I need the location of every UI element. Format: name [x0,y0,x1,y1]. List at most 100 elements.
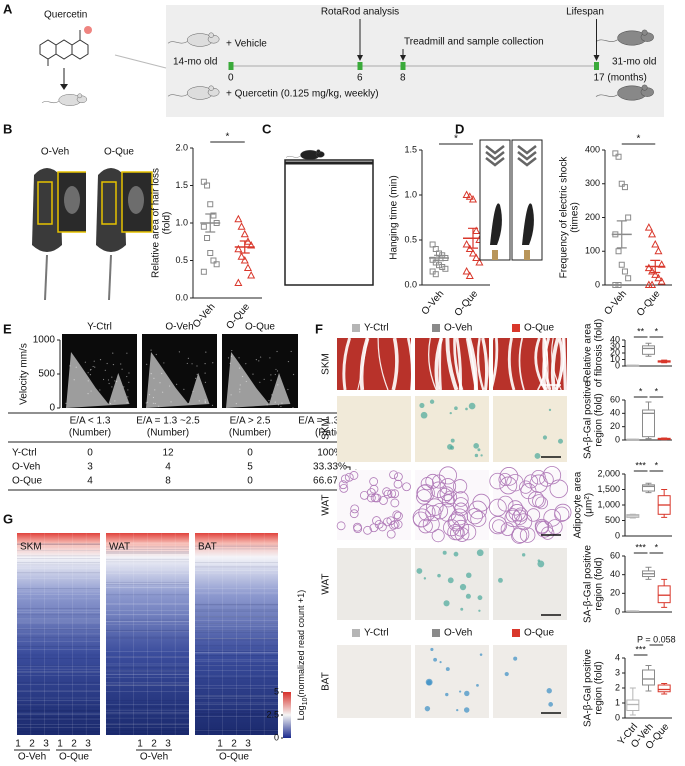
data-point [648,229,657,238]
doppler-speckle [198,400,200,402]
doppler-speckle [269,357,271,359]
table-row-label: O-Que [12,476,42,487]
adipocyte [468,500,488,520]
data-point [615,248,622,255]
adipocyte [393,520,403,529]
colorbar-label-part: Log [296,705,306,720]
y-tick-label: 10 [610,354,620,364]
y-axis-label: SA-β-Gal positive [583,649,594,727]
doppler-speckle [245,380,247,383]
doppler-speckle [292,373,295,376]
legend-swatch [432,629,440,637]
doppler-speckle [204,381,207,384]
y-tick-label: 1,000 [597,499,620,509]
y-tick-label: 0 [615,712,620,722]
group-label: O-Que [219,752,249,763]
adipocyte [372,516,381,525]
stain-spot [548,408,552,412]
data-point [651,239,660,248]
table-header: (Number) [229,428,271,439]
mouse-tail-photo [108,254,112,301]
error-bar [239,240,250,254]
doppler-speckle [230,355,233,357]
legend-label: O-Veh [444,628,472,639]
replicate-label: 2 [71,739,77,750]
doppler-speckle [159,382,161,384]
tissue-label: BAT [198,542,217,553]
row-label: BAT [321,672,332,691]
y-tick-label: 1 [615,697,620,707]
stain-spot [453,551,459,557]
doppler-speckle [239,388,241,390]
doppler-speckle [92,365,94,368]
stain-spot [450,438,455,443]
micrograph [493,645,567,718]
doppler-speckle [231,349,233,352]
legend-swatch [432,324,440,332]
doppler-speckle [107,379,110,381]
doppler-speckle [274,373,276,376]
doppler-speckle [99,389,101,391]
colorbar-label-part: (normalized read count +1) [296,590,306,698]
y-tick-label: 2,000 [597,468,620,478]
image-label: Y-Ctrl [87,322,112,333]
data-point [612,150,619,157]
panel-letter: C [262,121,272,136]
doppler-speckle [145,402,147,404]
data-point [651,270,660,278]
arrow-head [60,84,68,90]
stain-spot [465,593,471,599]
mouse-icon [167,85,220,100]
chevron [517,145,537,155]
row-label: WAT [321,494,332,515]
box [657,684,671,693]
heatmap-block [106,533,189,735]
data-point [462,266,471,275]
adipocyte [452,479,468,494]
data-point [468,248,478,257]
timeline-tick-label: 6 [357,73,363,84]
start-age: 14-mo old [173,57,217,68]
stain-spot [548,702,554,707]
row-label: WAT [321,573,332,594]
data-point [465,192,474,200]
mouse-ear [316,149,321,154]
timeline-box [166,5,664,117]
doppler-speckle [255,359,257,361]
data-point [200,178,207,185]
data-point [247,240,256,249]
table-cell: 33.33% [313,462,347,473]
significance-label: *** [635,542,646,552]
doppler-speckle [128,381,130,383]
event-arrow-head [593,55,600,61]
mouse-tail [167,41,188,44]
doppler-speckle [111,376,113,378]
panel-letter: E [3,321,12,336]
hair-loss-spot [128,186,144,214]
adipocyte [438,503,457,522]
doppler-speckle [163,362,165,364]
table-cell: 12 [162,448,174,459]
legend-swatch [352,629,360,637]
doppler-speckle [270,374,272,376]
heatmap-block [17,533,100,735]
doppler-speckle [73,379,75,381]
data-point [240,255,249,264]
data-point [234,214,243,223]
shock-grid [492,250,498,260]
doppler-speckle [65,402,67,405]
y-tick-label: 40 [610,334,620,344]
doppler-speckle [204,402,206,404]
event-label: Treadmill and sample collection [404,37,544,48]
y-axis-label: Hanging time (min) [389,175,400,259]
y-tick-label: 40 [610,408,620,418]
adipocyte [504,509,522,528]
data-point [657,277,666,285]
box [642,484,655,492]
doppler-speckle [276,350,278,353]
doppler-speckle [121,368,123,370]
y-tick-label: 300 [585,178,600,188]
significance-label: * [639,386,643,396]
muscle-gap [489,337,499,391]
stain-spot [445,692,449,697]
